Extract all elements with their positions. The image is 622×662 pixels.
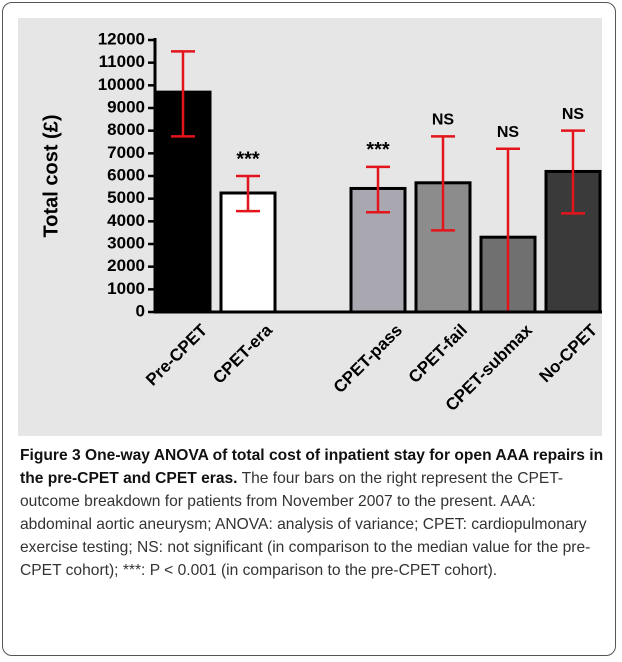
significance-label: NS	[562, 106, 585, 123]
significance-label: ***	[366, 139, 390, 161]
y-tick-label: 2000	[107, 256, 145, 275]
caption-text: The four bars on the right represent the…	[20, 470, 591, 579]
y-tick-label: 1000	[107, 279, 145, 298]
y-tick-label: 0	[136, 301, 145, 320]
y-tick-label: 10000	[98, 75, 145, 94]
significance-label: NS	[497, 124, 520, 141]
y-tick-label: 5000	[107, 188, 145, 207]
chart-background	[18, 18, 602, 436]
y-tick-label: 4000	[107, 211, 145, 230]
y-tick-label: 9000	[107, 97, 145, 116]
y-tick-label: 7000	[107, 143, 145, 162]
y-axis-label: Total cost (£)	[40, 115, 62, 238]
bar	[219, 191, 277, 314]
y-tick-label: 8000	[107, 120, 145, 139]
caption: Figure 3 One-way ANOVA of total cost of …	[20, 444, 605, 582]
y-tick-label: 6000	[107, 165, 145, 184]
y-tick-label: 3000	[107, 233, 145, 252]
caption-title: Figure 3 One-way ANOVA of total cost of …	[20, 447, 604, 487]
chart: Total cost (£) 0 1000 2000 3000 4000 5000 6000…	[18, 18, 602, 436]
y-tick-label: 12000	[98, 29, 145, 48]
significance-label: ***	[236, 148, 260, 170]
significance-label: NS	[432, 112, 455, 129]
y-tick-label: 11000	[99, 52, 145, 71]
figure-frame	[2, 2, 616, 656]
